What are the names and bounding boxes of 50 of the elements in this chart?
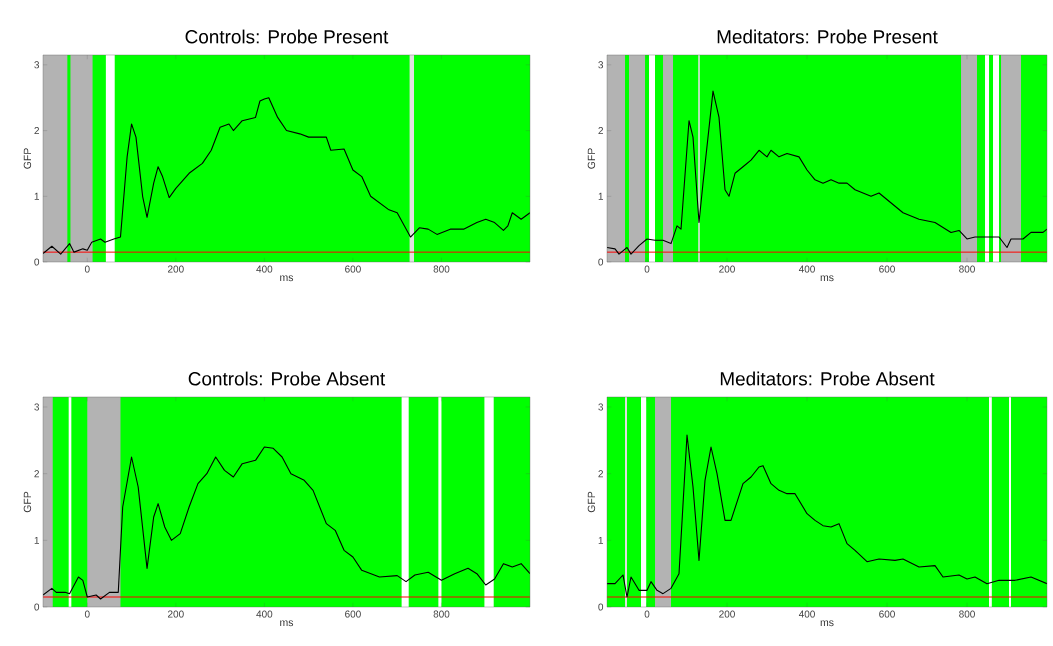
- x-tick-label: 800: [959, 610, 975, 618]
- x-tick-label: 400: [798, 610, 815, 618]
- y-tick-label: 1: [598, 192, 604, 200]
- y-tick-label: 0: [598, 603, 604, 611]
- x-tick-label: 600: [345, 265, 361, 273]
- y-tick-label: 1: [34, 192, 39, 200]
- x-axis-title: ms: [280, 620, 294, 627]
- x-tick-label: 600: [879, 610, 895, 618]
- x-tick-label: 200: [719, 265, 735, 273]
- x-tick-label: 400: [256, 265, 273, 273]
- y-axis-title: GFP: [587, 148, 596, 169]
- y-tick-label: 2: [598, 127, 603, 135]
- x-tick-label: 0: [644, 610, 650, 618]
- x-tick-label: 800: [959, 265, 975, 273]
- chart-title: Controls: Probe Present: [185, 29, 389, 44]
- x-tick-label: 600: [345, 610, 361, 618]
- y-tick-label: 3: [598, 61, 604, 69]
- line-series: [43, 446, 531, 600]
- x-tick-label: 200: [168, 265, 184, 273]
- x-axis-title: ms: [820, 620, 834, 627]
- x-tick-label: 0: [84, 265, 90, 273]
- y-tick-label: 2: [34, 127, 39, 135]
- y-tick-label: 1: [598, 536, 604, 544]
- y-tick-label: 2: [34, 470, 39, 478]
- y-tick-label: 3: [34, 61, 40, 69]
- y-tick-label: 0: [598, 258, 604, 266]
- y-axis-title: GFP: [587, 491, 596, 513]
- chart-title: Meditators: Probe Absent: [720, 371, 935, 386]
- x-tick-label: 200: [719, 610, 735, 618]
- x-tick-label: 800: [433, 610, 450, 618]
- y-tick-label: 1: [34, 536, 39, 544]
- x-tick-label: 600: [879, 265, 895, 273]
- chart-title: Controls: Probe Absent: [188, 371, 386, 386]
- x-tick-label: 400: [798, 265, 815, 273]
- line-series: [607, 434, 1048, 598]
- x-tick-label: 0: [84, 610, 90, 618]
- y-tick-label: 0: [34, 258, 40, 266]
- y-tick-label: 2: [598, 470, 603, 478]
- x-tick-label: 400: [256, 610, 273, 618]
- y-tick-label: 3: [34, 403, 40, 411]
- y-tick-label: 3: [598, 403, 604, 411]
- y-tick-label: 0: [34, 603, 40, 611]
- x-axis-title: ms: [820, 275, 834, 282]
- y-axis-title: GFP: [23, 491, 32, 513]
- chart-title: Meditators: Probe Present: [717, 29, 938, 44]
- x-tick-label: 800: [433, 265, 450, 273]
- x-tick-label: 200: [168, 610, 184, 618]
- x-tick-label: 0: [644, 265, 650, 273]
- x-axis-title: ms: [280, 275, 294, 282]
- y-axis-title: GFP: [23, 148, 32, 169]
